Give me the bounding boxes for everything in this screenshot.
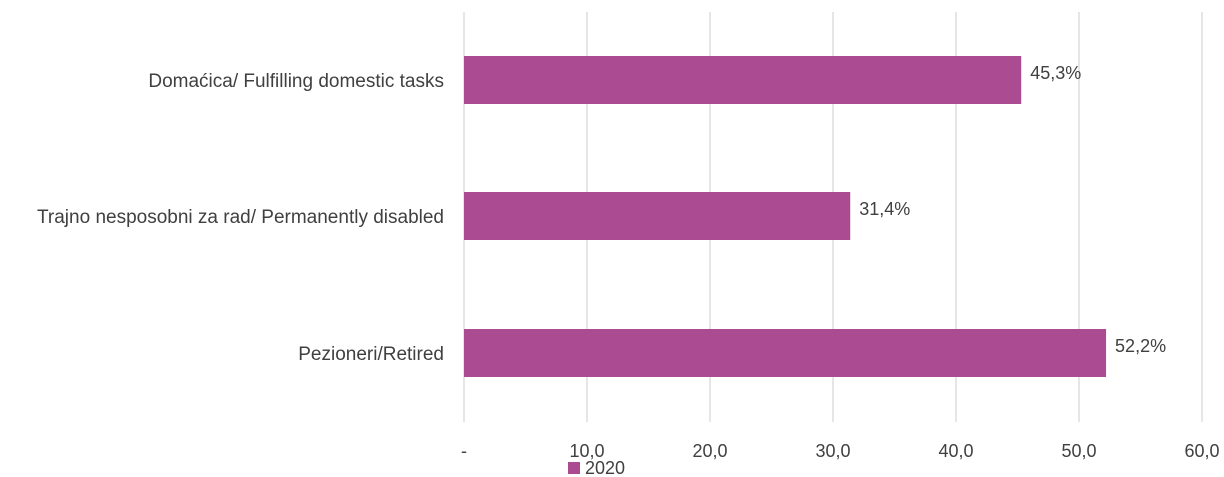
x-tick-label: 20,0 [692,441,727,461]
x-tick-label: 10,0 [569,441,604,461]
bar [464,192,851,240]
data-label: 52,2% [1115,336,1166,356]
data-label: 31,4% [859,199,910,219]
bar [464,329,1107,377]
bar [464,56,1022,104]
x-tick-label: 50,0 [1061,441,1096,461]
legend: 2020 [568,458,625,477]
category-label: Trajno nesposobni za rad/ Permanently di… [37,207,444,228]
data-label: 45,3% [1030,63,1081,83]
category-label: Domaćica/ Fulfilling domestic tasks [148,71,444,92]
bars [464,56,1107,377]
category-label: Pezioneri/Retired [298,344,444,365]
x-tick-label: 30,0 [815,441,850,461]
legend-swatch [568,462,580,474]
x-tick-label: 60,0 [1184,441,1219,461]
labels: - 10,0 20,0 30,0 40,0 50,0 60,0 Domaćica/ Fulfi… [37,63,1220,461]
x-tick-label: - [461,441,467,461]
legend-label: 2020 [585,458,625,477]
x-tick-label: 40,0 [938,441,973,461]
